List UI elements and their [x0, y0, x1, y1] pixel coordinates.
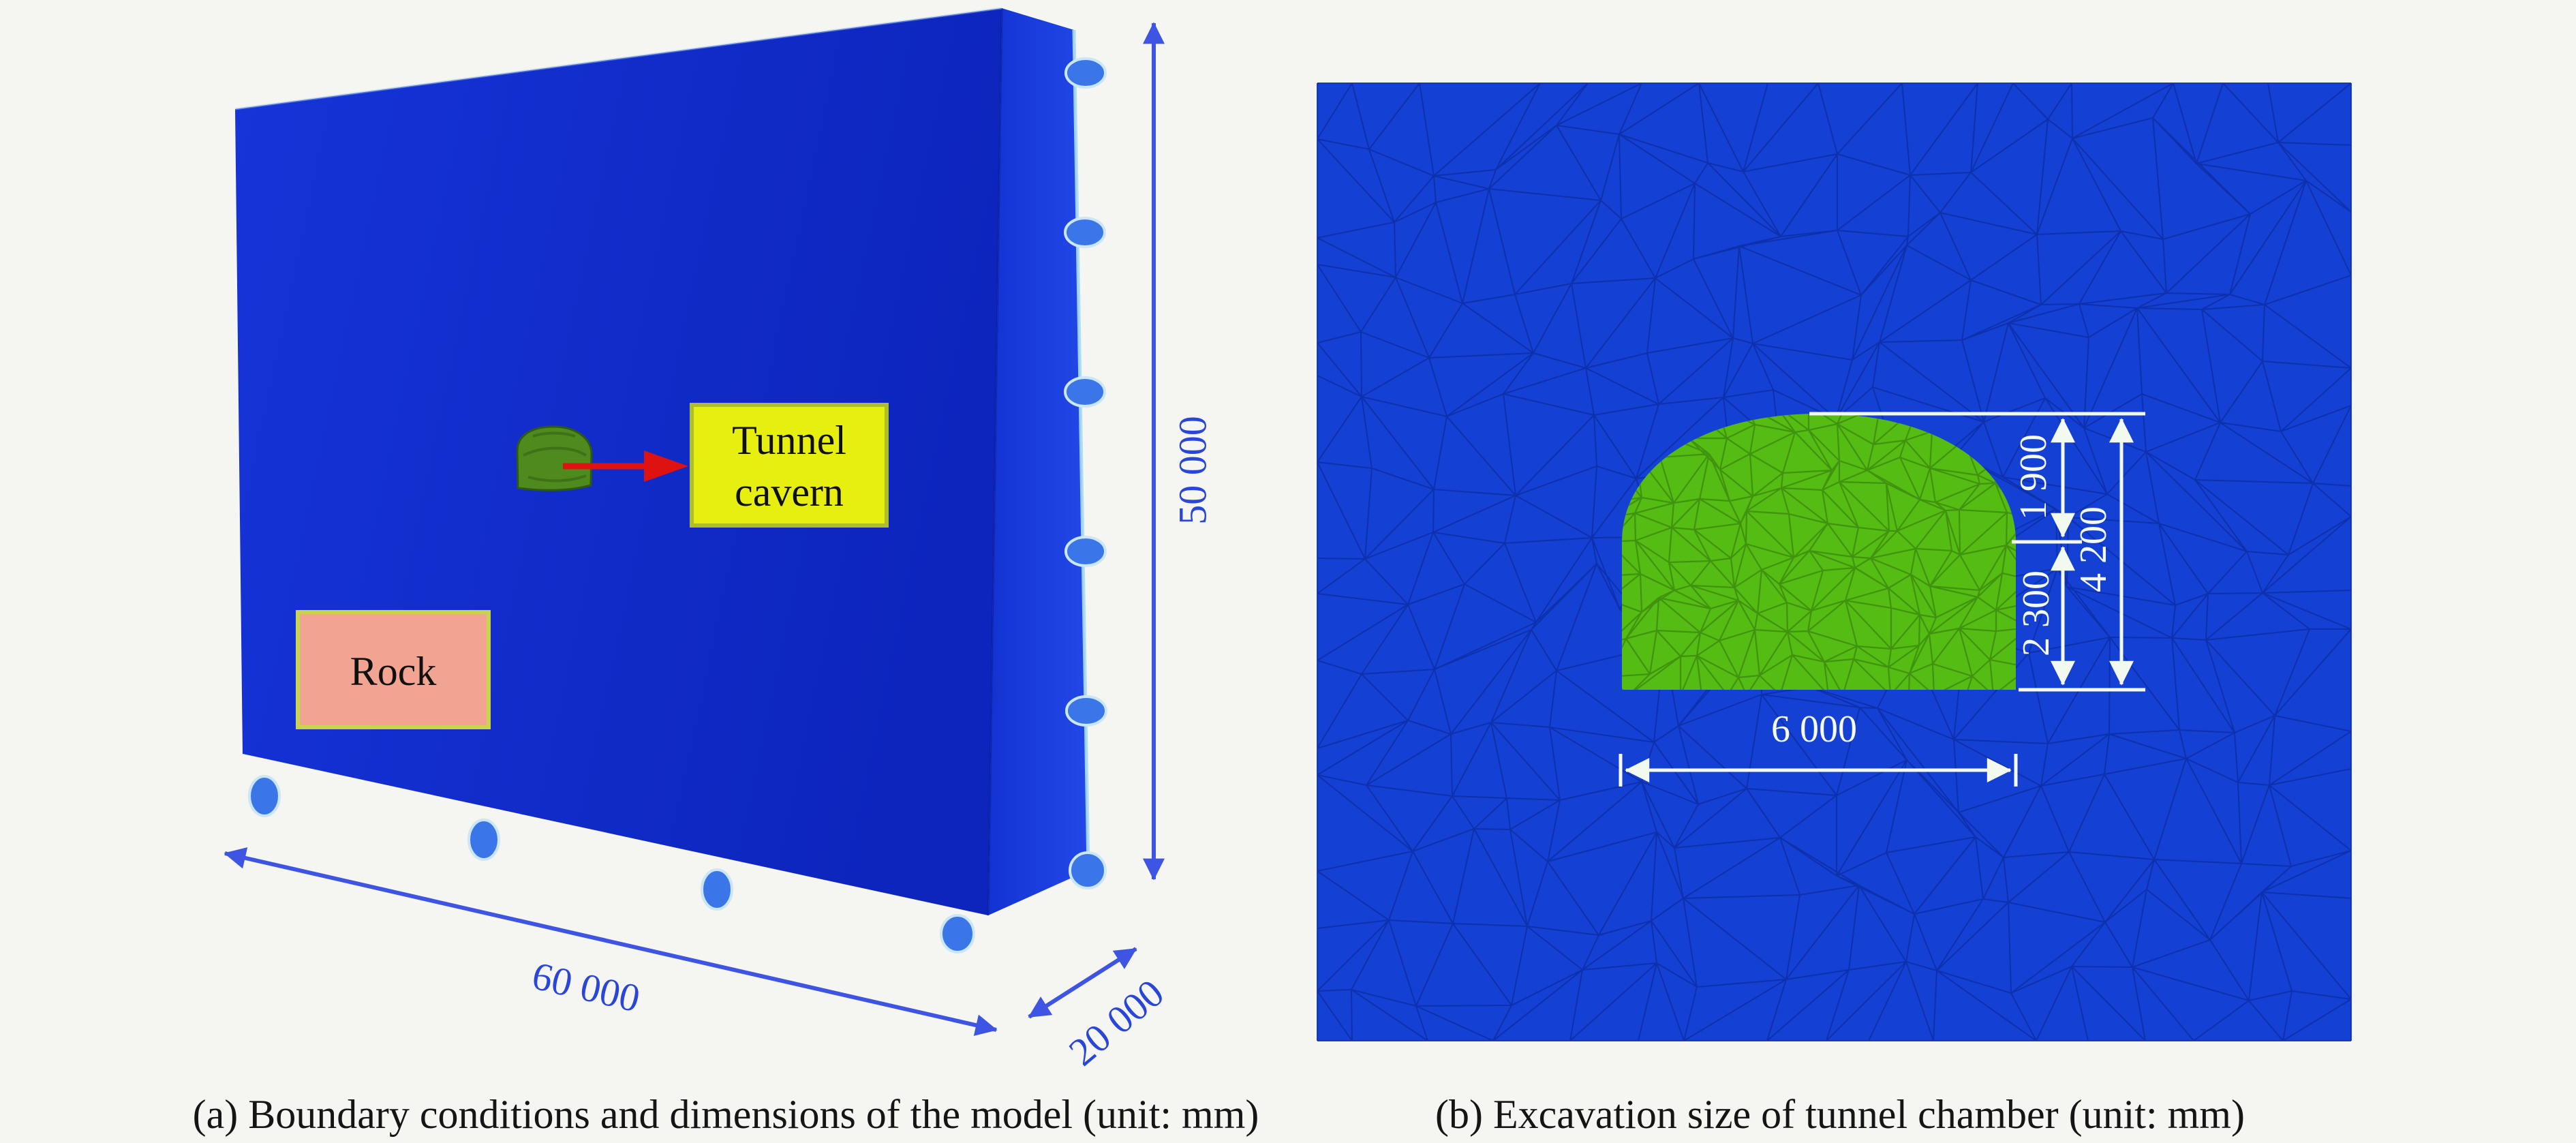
tunnel-cavern-shading	[523, 431, 587, 483]
tunnel-callout-arrow	[563, 451, 688, 482]
caption-panel-b: (b) Excavation size of tunnel chamber (u…	[1435, 1092, 2245, 1137]
roller-dot	[1064, 376, 1106, 408]
tunnel-cavern-label-line2: cavern	[735, 470, 844, 515]
roller-dot	[701, 868, 733, 911]
roller-dot	[1064, 536, 1107, 567]
dimension-arch-height-value: 1 900	[2012, 434, 2055, 520]
roller-dot	[1064, 57, 1107, 89]
tunnel-cavern-label-box	[690, 403, 889, 528]
roller-dot	[1064, 217, 1106, 248]
rock-block-front-right-edge	[987, 7, 1003, 916]
roller-dot	[940, 914, 975, 954]
caption-panel-a: (a) Boundary conditions and dimensions o…	[193, 1092, 1259, 1137]
dimension-lines-b: 1 900 2 300 4 200 6 000	[1619, 412, 2145, 787]
tunnel-cavern-marker	[516, 425, 593, 491]
dimension-total-width-value: 6 000	[1771, 708, 1857, 750]
roller-dot	[1065, 695, 1107, 727]
dimension-width-line	[224, 847, 998, 1036]
tunnel-cavern-label: Tunnel cavern	[690, 403, 889, 528]
tunnel-cavern-label-line1: Tunnel	[732, 418, 846, 463]
panel-a: Tunnel cavern Rock 50 000 60 000 20 000 …	[193, 7, 1259, 1137]
dimension-depth: 20 000	[1028, 947, 1172, 1074]
dimension-width-value: 60 000	[528, 953, 644, 1020]
dimension-wall-height-value: 2 300	[2015, 570, 2057, 656]
rock-label: Rock	[296, 610, 491, 729]
panel-b: 1 900 2 300 4 200 6 000 (b) Excavation s…	[1317, 82, 2352, 1137]
dimension-height-value: 50 000	[1171, 416, 1215, 525]
rock-label-box	[296, 610, 491, 729]
rock-block-top-edge-highlight	[234, 7, 1002, 110]
dimension-height: 50 000	[1143, 22, 1215, 881]
dimension-depth-line	[1028, 947, 1137, 1019]
rock-label-text: Rock	[350, 649, 437, 694]
tunnel-cavern-shape	[516, 425, 593, 491]
roller-dot	[1069, 851, 1107, 889]
callout-arrowhead	[644, 451, 688, 482]
roller-dot	[248, 775, 281, 817]
rock-block-side-face	[988, 8, 1088, 915]
roller-dot	[467, 819, 500, 861]
rock-block-back-edge-highlight	[1072, 29, 1090, 871]
dimension-total-height-value: 4 200	[2072, 506, 2115, 592]
